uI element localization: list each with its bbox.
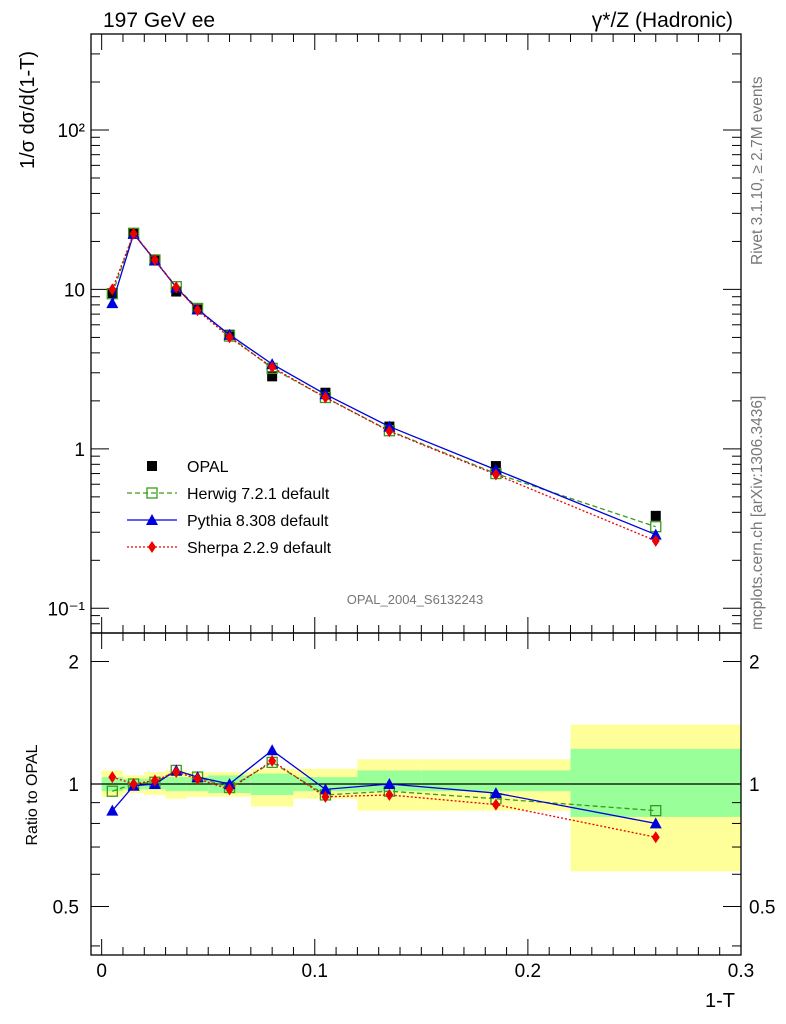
ratio-series: [106, 744, 662, 844]
ratio-band-green: [421, 770, 571, 792]
ratio-pythia-point: [106, 804, 119, 816]
main-sherpa-point: [172, 281, 181, 294]
main-ytick-label: 10²: [58, 121, 85, 142]
legend-herwig-marker: [146, 487, 158, 499]
ratio-ytick-label-left: 1: [68, 775, 79, 796]
x-axis-label: 1-T: [705, 990, 735, 1012]
header-left: 197 GeV ee: [103, 9, 215, 32]
main-herwig-line: [111, 231, 656, 528]
legend-pythia-label: Pythia 8.308 default: [187, 513, 329, 530]
legend-herwig-label: Herwig 7.2.1 default: [187, 486, 330, 503]
main-pythia-point: [106, 297, 119, 309]
ratio-sherpa-line: [112, 760, 656, 838]
ratio-ytick-label-right: 2: [749, 653, 760, 674]
main-sherpa-point: [108, 283, 117, 296]
main-opal-point: [267, 371, 278, 382]
main-sherpa-point: [491, 468, 500, 481]
legend-pythia-marker: [146, 514, 158, 525]
ratio-pythia-point: [649, 817, 662, 829]
legend-opal-label: OPAL: [187, 459, 229, 476]
main-pythia-point: [649, 528, 662, 540]
ratio-xtick-label: 0.2: [515, 961, 541, 982]
main-sherpa-point: [225, 331, 234, 344]
legend-sherpa-marker: [148, 541, 156, 553]
main-sherpa-point: [651, 534, 660, 547]
ratio-uncertainty-bands: [101, 724, 741, 872]
main-ytick-label: 10: [64, 280, 85, 301]
ratio-sherpa-point: [385, 788, 394, 801]
ratio-sherpa-point: [193, 772, 202, 785]
ratio-axes: 0.5 0.5 1 1 2 2 0 0.1 0.2 0.3: [53, 633, 775, 982]
ratio-xtick-label: 0: [96, 961, 107, 982]
main-sherpa-point: [268, 361, 277, 374]
ratio-sherpa-point: [129, 777, 138, 790]
ratio-sherpa-point: [651, 831, 660, 844]
rivet-label: Rivet 3.1.10, ≥ 2.7M events: [749, 76, 766, 265]
main-ytick-label: 1: [74, 440, 85, 461]
legend-sherpa-label: Sherpa 2.2.9 default: [187, 540, 332, 557]
ratio-sherpa-point: [108, 771, 117, 784]
ratio-sherpa-point: [172, 766, 181, 779]
ratio-sherpa-point: [491, 798, 500, 811]
legend: OPAL Herwig 7.2.1 default Pythia 8.308 def…: [127, 459, 332, 557]
ratio-sherpa-point: [225, 783, 234, 796]
main-sherpa-point: [150, 253, 159, 266]
ratio-pythia-point: [383, 777, 396, 789]
main-series: [106, 227, 662, 547]
ratio-ytick-label-right: 1: [749, 775, 760, 796]
header-right: γ*/Z (Hadronic): [592, 9, 733, 32]
legend-opal-marker: [147, 461, 157, 471]
ratio-sherpa-point: [150, 774, 159, 787]
main-opal-point: [650, 510, 661, 521]
ratio-pythia-point: [266, 744, 279, 756]
ratio-xtick-label: 0.3: [728, 961, 754, 982]
analysis-id: OPAL_2004_S6132243: [347, 592, 483, 607]
ratio-pythia-point: [489, 787, 502, 799]
ratio-frame: [90, 632, 742, 956]
main-sherpa-point: [129, 227, 138, 240]
ratio-ylabel: Ratio to OPAL: [24, 744, 41, 845]
main-sherpa-point: [193, 304, 202, 317]
ratio-ytick-label-right: 0.5: [749, 897, 775, 918]
ratio-xtick-label: 0.1: [302, 961, 328, 982]
ratio-pythia-point: [319, 783, 332, 795]
ratio-herwig-point: [106, 785, 118, 797]
main-ytick-label: 10⁻¹: [48, 599, 86, 620]
ratio-ytick-label-left: 2: [68, 653, 79, 674]
main-sherpa-point: [321, 391, 330, 404]
main-sherpa-point: [385, 425, 394, 438]
ratio-ytick-label-left: 0.5: [53, 897, 79, 918]
ratio-sherpa-point: [268, 754, 277, 767]
main-ylabel: 1/σ dσ/d(1-T): [17, 51, 39, 169]
ratio-herwig-point: [650, 805, 662, 817]
ratio-sherpa-point: [321, 790, 330, 803]
mcplots-label: mcplots.cern.ch [arXiv:1306.3436]: [749, 396, 766, 630]
